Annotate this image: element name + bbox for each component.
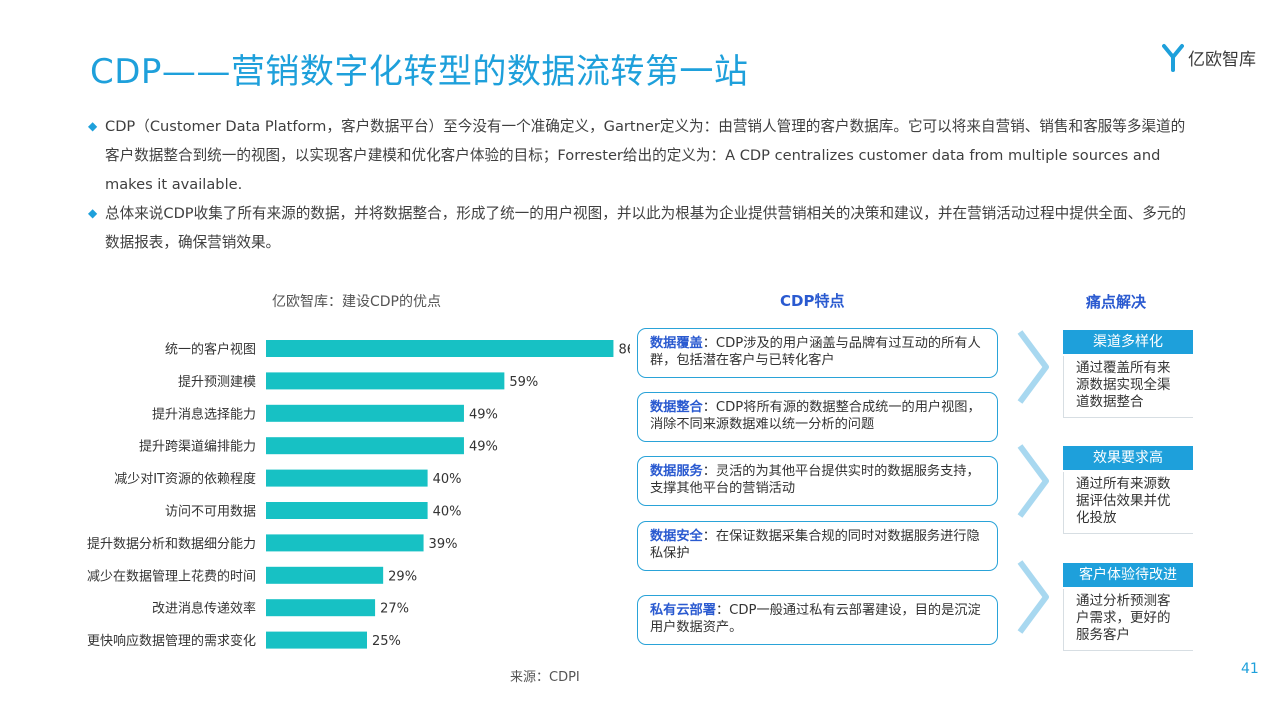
feature-card-service: 数据服务：灵活的为其他平台提供实时的数据服务支持，支撑其他平台的营销活动 [637, 456, 998, 506]
pain-point-desc: 通过覆盖所有来源数据实现全渠道数据整合 [1063, 356, 1193, 418]
value-label: 49% [469, 440, 498, 455]
value-label: 29% [388, 569, 417, 584]
bullet-item: ◆ CDP（Customer Data Platform，客户数据平台）至今没有… [88, 112, 1188, 199]
chevron-right-icon [1017, 560, 1049, 634]
bar [266, 469, 428, 487]
bar [266, 437, 464, 455]
category-label: 访问不可用数据 [165, 505, 256, 520]
category-label: 提升跨渠道编排能力 [139, 439, 256, 455]
logo-text: 亿欧智库 [1188, 49, 1256, 70]
pain-point-desc: 通过分析预测客户需求，更好的服务客户 [1063, 589, 1193, 651]
feature-name: 数据安全 [650, 529, 703, 544]
feature-text: ：CDP涉及的用户涵盖与品牌有过互动的所有人群，包括潜在客户与已转化客户 [650, 336, 981, 368]
category-label: 提升预测建模 [178, 374, 256, 390]
feature-name: 数据服务 [650, 464, 703, 479]
feature-text: ：CDP将所有源的数据整合成统一的用户视图，消除不同来源数据难以统一分析的问题 [650, 400, 981, 432]
page-title: CDP——营销数字化转型的数据流转第一站 [90, 52, 749, 92]
advantages-bar-chart: 统一的客户视图 86% 提升预测建模 59% 提升消息选择能力 49% 提升跨渠道编排能力 4… [87, 340, 630, 649]
features-heading: CDP特点 [780, 292, 845, 310]
value-label: 49% [469, 407, 498, 422]
pain-point-label: 效果要求高 [1063, 446, 1193, 470]
feature-text: ：在保证数据采集合规的同时对数据服务进行隐私保护 [650, 529, 980, 561]
category-label: 提升消息选择能力 [152, 406, 256, 422]
pain-points-heading: 痛点解决 [1086, 293, 1147, 311]
feature-name: 数据整合 [650, 400, 703, 415]
category-label: 统一的客户视图 [165, 342, 256, 358]
value-label: 25% [372, 634, 401, 649]
chevron-right-icon [1017, 330, 1049, 404]
value-label: 40% [433, 505, 462, 520]
value-label: 59% [509, 375, 538, 390]
diamond-bullet-icon: ◆ [88, 119, 98, 133]
feature-text: ：灵活的为其他平台提供实时的数据服务支持，支撑其他平台的营销活动 [650, 464, 980, 496]
bullet-item: ◆ 总体来说CDP收集了所有来源的数据，并将数据整合，形成了统一的用户视图，并以… [88, 199, 1188, 257]
bar [266, 599, 376, 617]
bar [266, 340, 614, 357]
bar [266, 502, 428, 519]
pain-point-label: 渠道多样化 [1063, 330, 1193, 354]
bar [266, 631, 367, 649]
value-label: 86% [618, 343, 630, 358]
bar [266, 566, 384, 584]
value-label: 27% [380, 602, 409, 617]
chart-title: 亿欧智库：建设CDP的优点 [272, 294, 441, 310]
feature-card-security: 数据安全：在保证数据采集合规的同时对数据服务进行隐私保护 [637, 521, 998, 571]
feature-text: ：CDP一般通过私有云部署建设，目的是沉淀用户数据资产。 [650, 603, 981, 635]
feature-card-coverage: 数据覆盖：CDP涉及的用户涵盖与品牌有过互动的所有人群，包括潜在客户与已转化客户 [637, 328, 998, 378]
pain-point-label: 客户体验待改进 [1063, 563, 1193, 587]
intro-bullets: ◆ CDP（Customer Data Platform，客户数据平台）至今没有… [88, 112, 1188, 257]
category-label: 更快响应数据管理的需求变化 [87, 633, 256, 649]
diamond-bullet-icon: ◆ [88, 206, 98, 220]
feature-card-private-cloud: 私有云部署：CDP一般通过私有云部署建设，目的是沉淀用户数据资产。 [637, 595, 998, 645]
feature-name: 私有云部署 [650, 603, 716, 618]
page-number: 41 [1241, 661, 1259, 677]
bullet-text: 总体来说CDP收集了所有来源的数据，并将数据整合，形成了统一的用户视图，并以此为… [105, 205, 1186, 251]
bar [266, 372, 505, 390]
bar [266, 404, 464, 422]
chart-source: 来源：CDPI [510, 670, 580, 685]
pain-point-desc: 通过所有来源数据评估效果并优化投放 [1063, 472, 1193, 534]
category-label: 减少在数据管理上花费的时间 [87, 568, 256, 584]
feature-name: 数据覆盖 [650, 336, 703, 351]
brand-logo: 亿欧智库 [1162, 40, 1256, 74]
category-label: 改进消息传递效率 [152, 601, 256, 617]
bullet-text: CDP（Customer Data Platform，客户数据平台）至今没有一个… [105, 118, 1186, 193]
category-label: 提升数据分析和数据细分能力 [87, 536, 256, 552]
category-label: 减少对IT资源的依赖程度 [114, 471, 256, 487]
chevron-right-icon [1017, 444, 1049, 518]
value-label: 39% [429, 537, 458, 552]
feature-card-integration: 数据整合：CDP将所有源的数据整合成统一的用户视图，消除不同来源数据难以统一分析… [637, 392, 998, 442]
logo-icon [1162, 44, 1184, 72]
value-label: 40% [433, 472, 462, 487]
bar [266, 534, 424, 552]
